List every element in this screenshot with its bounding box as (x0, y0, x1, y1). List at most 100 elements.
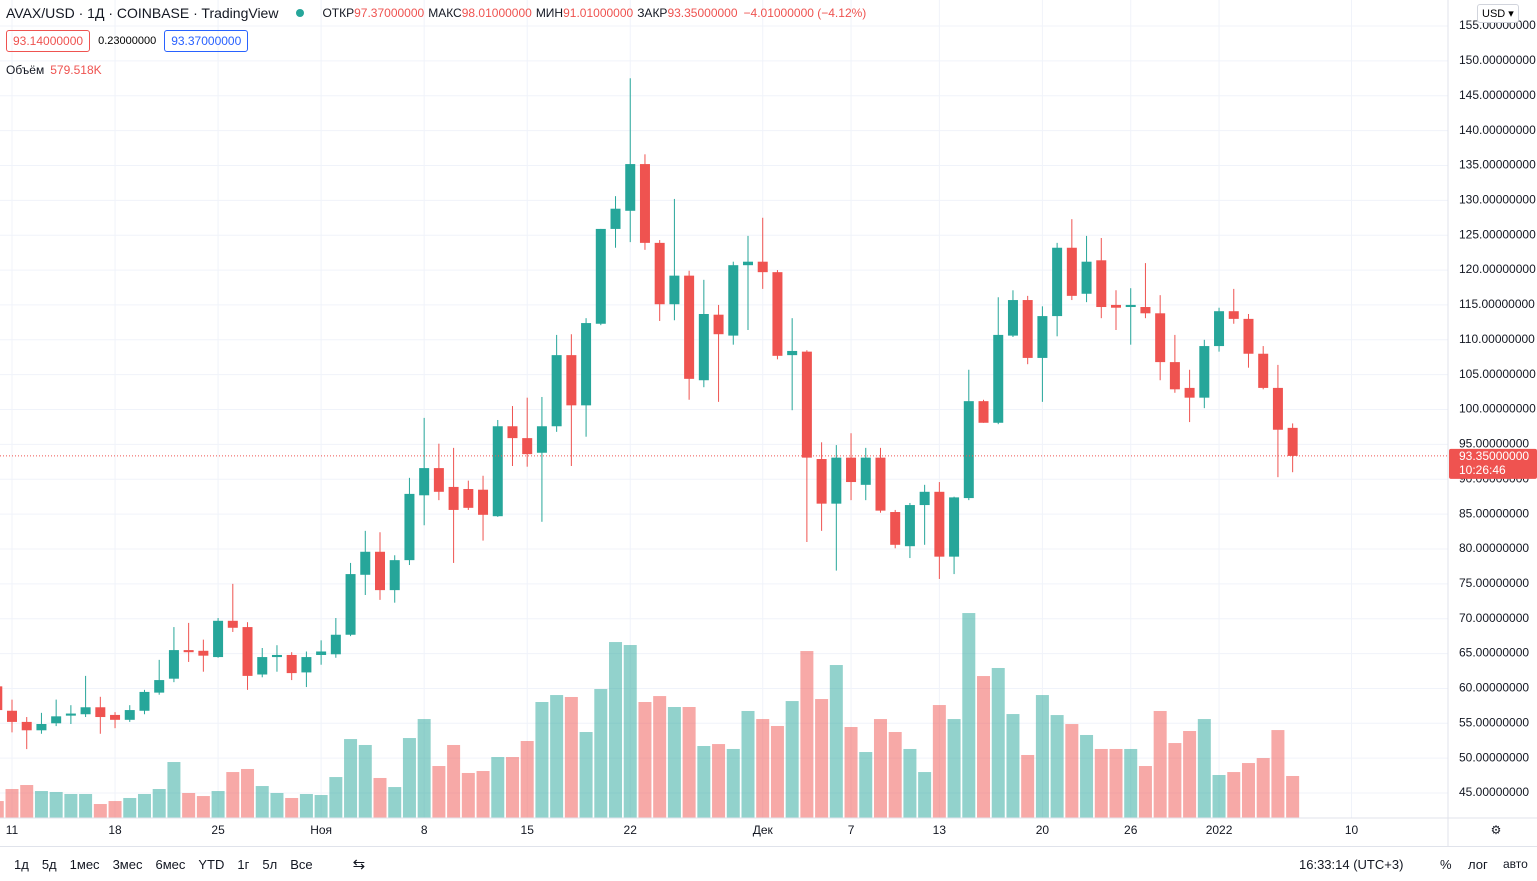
volume-bar (417, 719, 431, 818)
range-button[interactable]: Все (290, 856, 313, 872)
candle-body (625, 164, 636, 211)
currency[interactable]: USD ▾ (1477, 4, 1519, 23)
volume-bar (108, 801, 122, 818)
volume-bar (697, 746, 711, 818)
candle-body (1287, 427, 1298, 456)
volume-bar (123, 797, 137, 818)
volume-bar (182, 792, 196, 818)
range-button[interactable]: 1мес (69, 856, 100, 872)
volume-bar (550, 695, 564, 818)
ohlc-key: ЗАКР (637, 6, 668, 20)
volume-bar (1227, 772, 1241, 818)
x-tick-label: 15 (521, 823, 535, 837)
volume-bar (1286, 775, 1300, 818)
quote-boxes: 93.14000000 0.23000000 93.37000000 (6, 30, 249, 52)
y-tick-label: 150.00000000 (1459, 53, 1536, 67)
candle-body (993, 334, 1004, 423)
candle-body (963, 401, 974, 499)
candle-body (551, 355, 562, 427)
log[interactable]: лог (1468, 856, 1488, 872)
legend: AVAX/USD · 1Д · COINBASE · TradingView О… (6, 5, 866, 21)
x-tick-label: 11 (6, 823, 19, 837)
bid[interactable]: 93.14000000 (6, 30, 91, 52)
candle-body (595, 228, 606, 324)
candle-body (1081, 261, 1092, 294)
ohlc-key: ОТКР (322, 6, 355, 20)
candle-body (375, 551, 385, 591)
volume-bar (712, 744, 726, 818)
range-button[interactable]: 1д (14, 856, 29, 872)
auto[interactable]: авто (1503, 857, 1528, 871)
candle-body (1052, 247, 1063, 317)
volume-bar (1256, 758, 1270, 818)
volume-legend: Объём 579.518K (6, 63, 102, 77)
range-button[interactable]: 6мес (155, 856, 186, 872)
y-tick-label: 140.00000000 (1459, 123, 1536, 137)
candle-body (227, 620, 238, 628)
x-tick-label: 25 (211, 823, 225, 837)
candle-body (198, 650, 209, 656)
candle-body (507, 426, 518, 439)
volume-bar (815, 699, 829, 818)
candle-body (1169, 362, 1180, 390)
volume-bar (1021, 754, 1035, 818)
volume-bar (211, 791, 225, 818)
volume-bar (447, 744, 461, 818)
candle-body (139, 691, 150, 711)
volume-bar (329, 777, 343, 818)
volume-bar (1138, 766, 1152, 818)
candle-body (639, 164, 650, 243)
candle-body (168, 650, 179, 679)
volume-bar (741, 710, 755, 818)
y-tick-label: 100.00000000 (1459, 402, 1536, 416)
range-button[interactable]: 5д (41, 856, 57, 872)
toolbar: 1д 5д 1мес 3мес 6мес YTD 1г 5л Все ⇆ 16:33:14 (U… (0, 846, 1537, 881)
candle-body (1184, 387, 1195, 398)
volume-bar (726, 748, 740, 818)
ask[interactable]: 93.37000000 (164, 30, 249, 52)
range-button[interactable]: 1г (237, 856, 250, 872)
candle-body (1125, 304, 1136, 308)
volume-bar (299, 794, 313, 818)
price-badge-label: 93.35000000 (1459, 449, 1529, 463)
volume-bar (1006, 714, 1020, 818)
volume-bar (93, 804, 107, 818)
status-dot (296, 9, 305, 17)
ohlc-value: 98.01000000 (461, 6, 532, 20)
candle-body (1111, 304, 1121, 308)
candle-body (949, 497, 960, 557)
compare-icon[interactable]: ⇆ (352, 856, 366, 873)
volume-bar (800, 651, 814, 818)
chart: 45.00000000 50.00000000 55.00000000 60.0000… (0, 0, 1537, 846)
range-button[interactable]: YTD (198, 856, 225, 872)
settings-icon[interactable]: ⚙ (1491, 823, 1502, 837)
candle-body (448, 486, 459, 510)
volume-bar (682, 707, 696, 818)
ohlc: ОТКР 97.37000000 МАКС 98.01000000 МИН 91.0100… (318, 6, 737, 20)
volume-bar (1065, 724, 1079, 818)
x-tick-label: Дек (753, 823, 774, 837)
volume-bar (1035, 695, 1049, 818)
percent[interactable]: % (1440, 856, 1452, 872)
range-button[interactable]: 3мес (112, 856, 143, 872)
volume-bar (49, 791, 63, 818)
volume-bar (932, 705, 946, 818)
volume-bar (564, 696, 578, 818)
candle-body (816, 459, 827, 504)
volume-bar (1271, 730, 1285, 818)
x-tick-label: 26 (1124, 823, 1138, 837)
volume-bar (461, 772, 475, 818)
range-button[interactable]: 5л (262, 856, 278, 872)
candle-body (654, 242, 665, 305)
spread: 0.23000000 (98, 35, 157, 47)
volume-bar (991, 667, 1005, 818)
y-tick-label: 55.00000000 (1459, 715, 1529, 729)
candle-body (831, 457, 842, 504)
volume-bar (1080, 734, 1094, 818)
time: 16:33:14 (UTC+3) (1299, 856, 1404, 872)
volume-bar (137, 794, 151, 818)
x-tick-label: 22 (624, 823, 638, 837)
candle-body (51, 716, 62, 724)
symbol: AVAX/USD · 1Д · COINBASE · TradingView (6, 5, 279, 21)
change: −4.01000000 (−4.12%) (743, 6, 867, 20)
